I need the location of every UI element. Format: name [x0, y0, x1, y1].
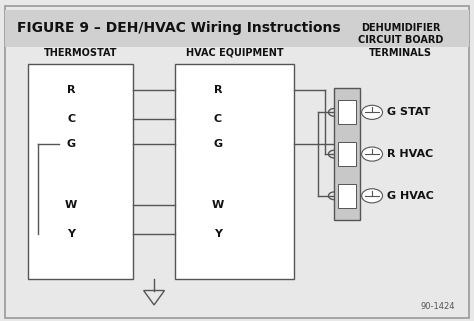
Text: C: C: [67, 114, 75, 124]
Circle shape: [362, 105, 383, 119]
Text: G: G: [213, 139, 223, 150]
Text: HVAC EQUIPMENT: HVAC EQUIPMENT: [186, 48, 283, 58]
Text: R HVAC: R HVAC: [387, 149, 434, 159]
Circle shape: [362, 189, 383, 203]
Bar: [334, 88, 360, 220]
Text: R: R: [67, 85, 75, 95]
Text: THERMOSTAT: THERMOSTAT: [44, 48, 118, 58]
Text: G STAT: G STAT: [387, 107, 431, 117]
Text: Y: Y: [214, 229, 222, 239]
Bar: [5, 10, 469, 47]
Circle shape: [362, 147, 383, 161]
Text: C: C: [214, 114, 222, 124]
Bar: [338, 100, 356, 124]
Bar: [28, 64, 133, 279]
Text: FIGURE 9 – DEH/HVAC Wiring Instructions: FIGURE 9 – DEH/HVAC Wiring Instructions: [17, 21, 340, 35]
Text: G: G: [66, 139, 76, 150]
Text: Y: Y: [67, 229, 75, 239]
Bar: [338, 142, 356, 166]
Text: W: W: [65, 200, 77, 211]
Text: G HVAC: G HVAC: [387, 191, 434, 201]
Bar: [338, 184, 356, 208]
Bar: [175, 64, 294, 279]
Text: 90-1424: 90-1424: [420, 302, 455, 311]
Text: DEHUMIDIFIER
CIRCUIT BOARD
TERMINALS: DEHUMIDIFIER CIRCUIT BOARD TERMINALS: [358, 23, 443, 58]
Text: R: R: [214, 85, 222, 95]
Text: W: W: [212, 200, 224, 211]
